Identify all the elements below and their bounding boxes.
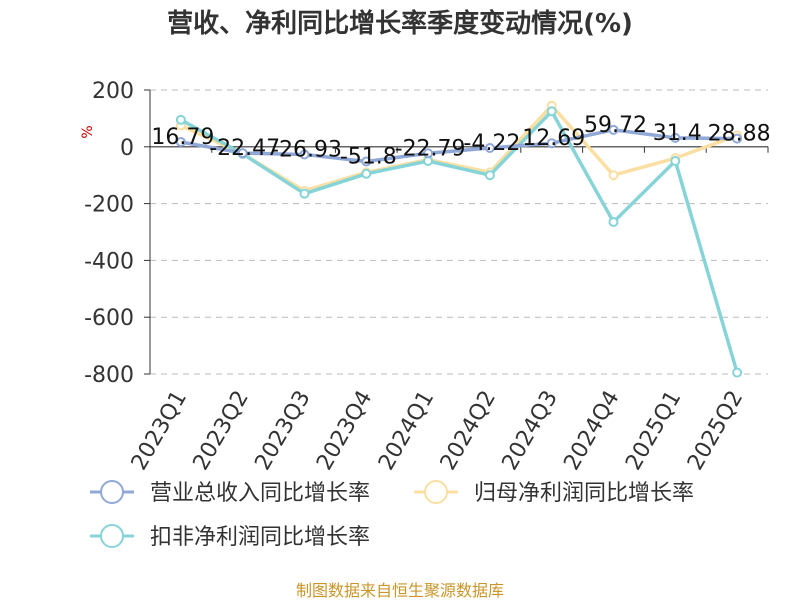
y-tick-label: -800 <box>84 363 134 388</box>
data-point <box>175 137 186 148</box>
legend-item[interactable]: 营业总收入同比增长率 <box>90 480 370 506</box>
legend-label: 归母净利润同比增长率 <box>474 481 694 506</box>
legend-label: 扣非净利润同比增长率 <box>150 525 370 550</box>
data-point <box>361 168 372 179</box>
data-point <box>546 138 557 149</box>
series-line <box>180 128 738 164</box>
data-label: -4.22 <box>463 131 520 156</box>
data-point <box>299 188 310 199</box>
x-tick-label: 2024Q3 <box>498 387 563 475</box>
data-point <box>608 170 619 181</box>
legend-item[interactable]: 扣非净利润同比增长率 <box>90 524 370 550</box>
data-point <box>361 156 372 167</box>
x-tick-label: 2023Q4 <box>312 387 377 475</box>
data-point <box>670 156 681 166</box>
data-point <box>484 142 495 153</box>
data-point <box>299 149 310 160</box>
series <box>175 100 743 378</box>
data-label: 28.88 <box>708 122 771 147</box>
x-tick-label: 2025Q1 <box>621 387 686 475</box>
data-label: 12.69 <box>522 126 585 151</box>
data-point <box>670 132 681 143</box>
data-point <box>546 106 557 117</box>
data-labels: 16.79-22.47-26.93-51.8-22.79-4.22 12.6959… <box>151 113 770 170</box>
grid <box>150 89 768 375</box>
data-label: -22.79 <box>395 136 466 161</box>
y-tick-label: -200 <box>84 193 134 218</box>
data-point <box>237 148 248 159</box>
y-tick-label: 200 <box>92 79 134 104</box>
source-note: 制图数据来自恒生聚源数据库 <box>296 581 504 600</box>
y-tick-label: -600 <box>84 306 134 331</box>
data-point <box>732 367 743 378</box>
data-point <box>608 217 619 228</box>
data-label: 31.4 <box>653 121 702 146</box>
x-tick-label: 2023Q1 <box>127 387 192 475</box>
legend-marker <box>424 480 448 504</box>
x-tick-label: 2024Q4 <box>559 387 624 475</box>
series-line <box>180 109 739 374</box>
legend-label: 营业总收入同比增长率 <box>150 481 370 506</box>
y-tick-label: -400 <box>84 249 134 274</box>
x-tick-label: 2023Q2 <box>189 387 254 475</box>
data-label: -22.47 <box>209 136 280 161</box>
data-label: -51.8 <box>340 145 397 170</box>
data-label: 59.72 <box>584 113 647 138</box>
data-label: -26.93 <box>271 137 342 162</box>
data-label: 16.79 <box>151 125 214 150</box>
y-axis-unit: % <box>80 125 96 138</box>
y-tick-label: 0 <box>120 136 134 161</box>
x-tick-label: 2025Q2 <box>683 387 748 475</box>
legend-marker <box>100 480 124 504</box>
x-tick-label: 2023Q3 <box>250 387 315 475</box>
x-tick-label: 2024Q2 <box>436 387 501 475</box>
x-tick-label: 2024Q1 <box>374 386 439 474</box>
data-point <box>732 133 743 144</box>
data-point <box>175 114 186 125</box>
legend-item[interactable]: 归母净利润同比增长率 <box>414 480 694 506</box>
chart-title: 营收、净利同比增长率季度变动情况(%) <box>167 8 633 39</box>
data-point <box>608 124 619 135</box>
data-point <box>484 170 495 181</box>
data-point <box>423 148 434 159</box>
legend-marker <box>100 524 124 548</box>
